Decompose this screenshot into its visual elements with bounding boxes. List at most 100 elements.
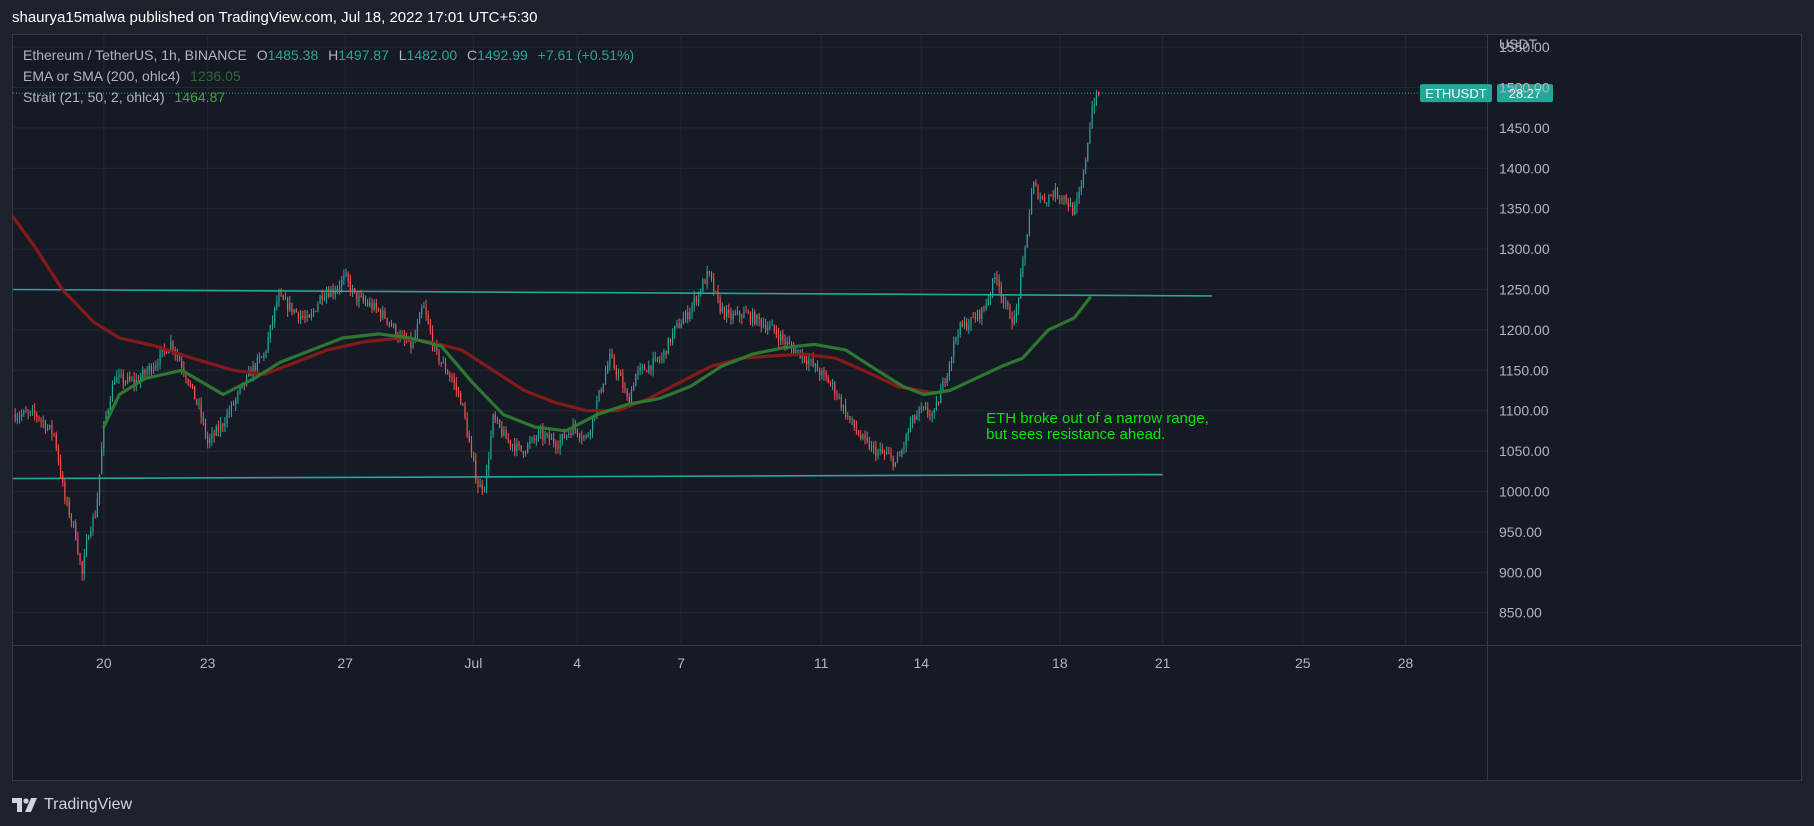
high-label: H: [328, 47, 339, 63]
candle-body: [1065, 195, 1067, 203]
candle-body: [334, 291, 336, 294]
candle-body: [656, 357, 659, 360]
candle-body: [455, 383, 457, 390]
candle-body: [1041, 197, 1043, 199]
candle-body: [498, 420, 501, 428]
annotation-text: ETH broke out of a narrow range,: [986, 410, 1209, 427]
candle-body: [749, 312, 752, 323]
support-line: [13, 473, 1163, 480]
candle-body: [600, 390, 602, 392]
candle-body: [527, 443, 529, 452]
candle-body: [449, 374, 451, 378]
candle-body: [1082, 170, 1085, 187]
y-tick-label: 1350.00: [1499, 201, 1550, 217]
candle-body: [1056, 188, 1059, 198]
candle-body: [797, 349, 799, 351]
candle-body: [380, 310, 382, 318]
candle-body: [868, 440, 870, 450]
chart-pane[interactable]: ETHUSDT 28:27 ETH broke out of a narrow ra…: [12, 34, 1802, 781]
candle-body: [948, 364, 950, 376]
candle-body: [217, 426, 220, 432]
candle-body: [777, 334, 780, 341]
candle-body: [795, 350, 797, 353]
x-tick-label: 20: [96, 655, 112, 671]
x-tick-label: 27: [337, 655, 353, 671]
candle-body: [553, 437, 555, 444]
candle-body: [918, 408, 920, 416]
candle-body: [429, 323, 431, 332]
candle-body: [780, 334, 782, 341]
candle-body: [189, 384, 191, 386]
candle-body: [630, 389, 633, 404]
candle-body: [280, 294, 282, 296]
candle-body: [979, 310, 981, 319]
candle-body: [617, 373, 620, 375]
candle-body: [66, 499, 68, 502]
candle-body: [148, 365, 150, 371]
candle-body: [451, 377, 453, 380]
candle-body: [492, 414, 494, 436]
tradingview-logo-icon[interactable]: [12, 798, 38, 812]
candle-body: [866, 437, 868, 441]
candle-body: [228, 412, 230, 414]
candle-body: [157, 364, 159, 366]
candle-body: [583, 435, 585, 439]
candle-body: [191, 384, 194, 387]
candle-body: [909, 422, 912, 432]
candle-body: [641, 366, 643, 368]
candle-body: [585, 435, 587, 437]
candle-body: [622, 375, 624, 389]
y-tick-label: 1300.00: [1499, 241, 1550, 257]
candle-body: [684, 311, 687, 319]
candle-body: [1011, 318, 1013, 324]
candle-body: [920, 407, 922, 409]
candle-body: [447, 371, 449, 375]
candle-body: [330, 289, 332, 297]
time-axis: 20 23 27 Jul 4 7 11 14 18 21 25 28: [96, 655, 1413, 671]
price-chart[interactable]: ETHUSDT 28:27 ETH broke out of a narrow ra…: [13, 35, 1801, 780]
candle-body: [682, 318, 684, 325]
low-value: 1482.00: [406, 47, 458, 63]
candle-body: [838, 397, 840, 399]
candle-body: [18, 416, 21, 419]
brand-name[interactable]: TradingView: [44, 796, 133, 813]
candle-body: [1061, 198, 1063, 200]
candle-body: [269, 325, 271, 338]
candle-body: [386, 318, 388, 323]
candle-body: [486, 469, 488, 489]
candle-body: [436, 343, 438, 351]
candle-body: [21, 414, 23, 417]
candle-body: [393, 324, 395, 327]
symbol-legend-row[interactable]: Ethereum / TetherUS, 1h, BINANCE O1485.3…: [23, 45, 634, 66]
candle-body: [680, 324, 682, 328]
candle-body: [1089, 127, 1091, 144]
candle-body: [1067, 202, 1069, 207]
candle-body: [578, 434, 581, 438]
strait-line: [102, 296, 1092, 433]
candle-body: [732, 314, 734, 320]
ema-legend-row[interactable]: EMA or SMA (200, ohlc4) 1236.05: [23, 66, 634, 87]
candle-body: [899, 455, 901, 457]
candle-body: [613, 357, 615, 368]
candle-body: [522, 451, 524, 455]
candle-body: [671, 332, 674, 343]
candle-body: [77, 539, 79, 554]
candle-body: [364, 300, 367, 303]
candle-body: [784, 339, 786, 345]
low-label: L: [398, 47, 407, 63]
candle-body: [150, 365, 153, 372]
candle-body: [983, 307, 985, 309]
candle-body: [570, 433, 572, 436]
candle-body: [646, 370, 648, 373]
candle-body: [966, 322, 968, 330]
resistance-line: [13, 288, 1212, 297]
candle-body: [230, 403, 233, 413]
candle-body: [427, 314, 429, 324]
x-tick-label: 14: [913, 655, 929, 671]
candle-body: [1091, 107, 1093, 128]
strait-legend-row[interactable]: Strait (21, 50, 2, ohlc4) 1464.87: [23, 87, 634, 108]
candle-body: [94, 516, 96, 518]
candle-body: [857, 431, 860, 436]
x-tick-label: 4: [573, 655, 581, 671]
indicator-lines: [13, 215, 1092, 433]
